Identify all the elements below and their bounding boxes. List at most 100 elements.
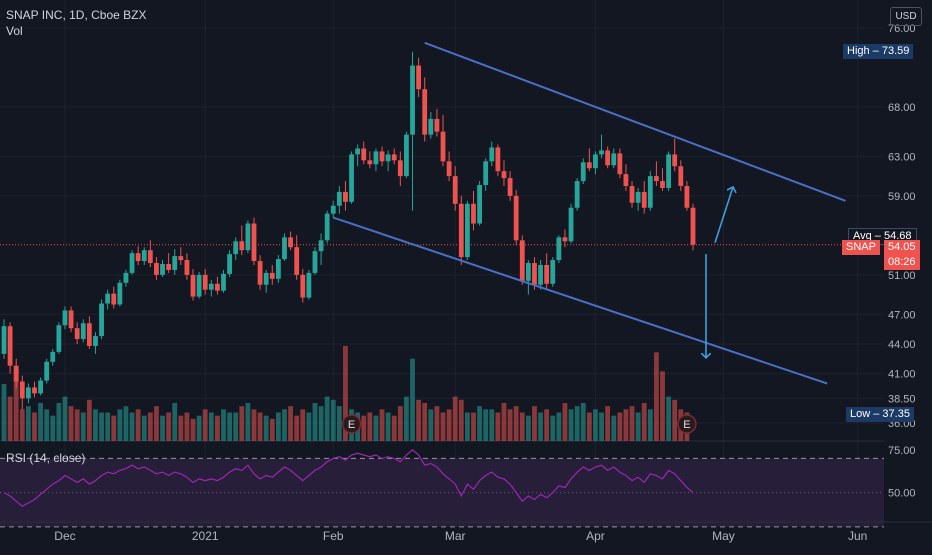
candle-body <box>495 147 501 172</box>
volume-bar <box>196 415 202 441</box>
candle-body <box>74 328 80 340</box>
volume-bar <box>623 409 629 441</box>
candle-body <box>544 265 550 284</box>
volume-bar <box>525 415 531 441</box>
volume-bar <box>257 412 263 441</box>
volume-bar <box>373 415 379 441</box>
volume-bar <box>641 403 647 441</box>
volume-bar <box>477 406 482 441</box>
candle-body <box>154 263 159 275</box>
rsi-pane <box>0 449 884 528</box>
candle-body <box>196 274 202 297</box>
rsi-tick: 75.00 <box>888 445 916 457</box>
low-price-tag[interactable]: Low – 37.35 <box>846 407 914 423</box>
candle-body <box>489 147 495 162</box>
volume-bar <box>306 412 312 441</box>
time-label: 2021 <box>192 529 219 543</box>
candle-body <box>422 89 428 135</box>
candle-body <box>385 154 391 162</box>
volume-bar <box>178 415 184 441</box>
volume-bar <box>38 403 43 441</box>
volume-bar <box>190 418 196 441</box>
symbol-title[interactable]: SNAP INC, 1D, Cboe BZX <box>6 8 147 22</box>
price-axis: 76.00 68.00 63.00 59.00 51.00 47.00 44.00 41.00… <box>884 0 932 550</box>
candle-body <box>44 361 50 381</box>
candle-body <box>367 160 373 165</box>
candle-body <box>190 274 196 297</box>
volume-bar <box>239 406 245 441</box>
rsi-legend[interactable]: RSI (14, close) <box>6 451 86 465</box>
candle-body <box>647 176 653 208</box>
candle-body <box>428 118 434 135</box>
volume-bar <box>343 346 348 441</box>
price-tick: 68.00 <box>888 102 916 114</box>
volume-bar <box>336 406 342 441</box>
volume-bar <box>99 412 104 441</box>
candle-body <box>416 65 422 90</box>
candle-body <box>684 186 690 208</box>
volume-bar <box>19 409 25 441</box>
candle-body <box>38 380 43 394</box>
candle-body <box>464 203 470 258</box>
candle-body <box>434 118 440 132</box>
volume-bar <box>397 406 403 441</box>
volume-bar <box>593 409 598 441</box>
volume-bar <box>166 412 172 441</box>
candle-body <box>623 174 629 186</box>
volume-bar <box>184 412 190 441</box>
volume-bar <box>123 406 129 441</box>
volume-bar <box>434 406 440 441</box>
price-tick: 59.00 <box>888 191 916 203</box>
volume-bar <box>105 412 111 441</box>
candle-body <box>562 237 568 242</box>
current-price-tag[interactable]: 54.05 <box>884 240 920 256</box>
candle-body <box>257 261 263 285</box>
candle-body <box>477 185 482 224</box>
candle-body <box>184 260 190 275</box>
volume-bar <box>32 412 37 441</box>
candle-body <box>550 260 556 284</box>
axis-bg <box>884 0 932 550</box>
candle-body <box>105 293 111 304</box>
symbol-price-tag[interactable]: SNAP <box>842 240 880 256</box>
volume-bar <box>135 409 141 441</box>
volume-bar <box>550 415 556 441</box>
candle-body <box>654 176 659 182</box>
high-price-tag[interactable]: High – 73.59 <box>843 44 914 60</box>
volume-bar <box>233 412 239 441</box>
candle-body <box>215 283 220 291</box>
candle-body <box>99 303 104 337</box>
candle-body <box>294 247 300 275</box>
volume-bar <box>7 396 13 441</box>
earnings-icon <box>341 414 362 434</box>
volume-bar <box>599 412 604 441</box>
countdown-tag[interactable]: 08:26 <box>884 255 920 271</box>
candle-body <box>361 148 367 161</box>
volume-bar <box>452 396 458 441</box>
candle-body <box>202 274 208 290</box>
candle-body <box>574 181 580 208</box>
volume-bar <box>611 415 617 441</box>
volume-bar <box>13 371 19 441</box>
volume-bar <box>562 403 568 441</box>
candle-body <box>233 241 239 255</box>
volume-bar <box>471 412 476 441</box>
candle-body <box>25 387 31 399</box>
currency-button[interactable]: USD <box>890 7 922 26</box>
volume-bar <box>160 415 165 441</box>
candle-body <box>32 387 37 394</box>
candle-body <box>135 253 141 262</box>
volume-bar <box>245 403 251 441</box>
volume-label[interactable]: Vol <box>6 24 23 38</box>
rsi-tick: 50.00 <box>888 488 916 500</box>
candle-body <box>306 272 312 298</box>
candle-body <box>50 351 56 362</box>
trendline <box>424 41 846 202</box>
volume-bar <box>446 409 452 441</box>
candle-body <box>440 131 446 162</box>
volume-bar <box>147 412 153 441</box>
candle-body <box>117 282 123 305</box>
candle-body <box>599 150 604 155</box>
